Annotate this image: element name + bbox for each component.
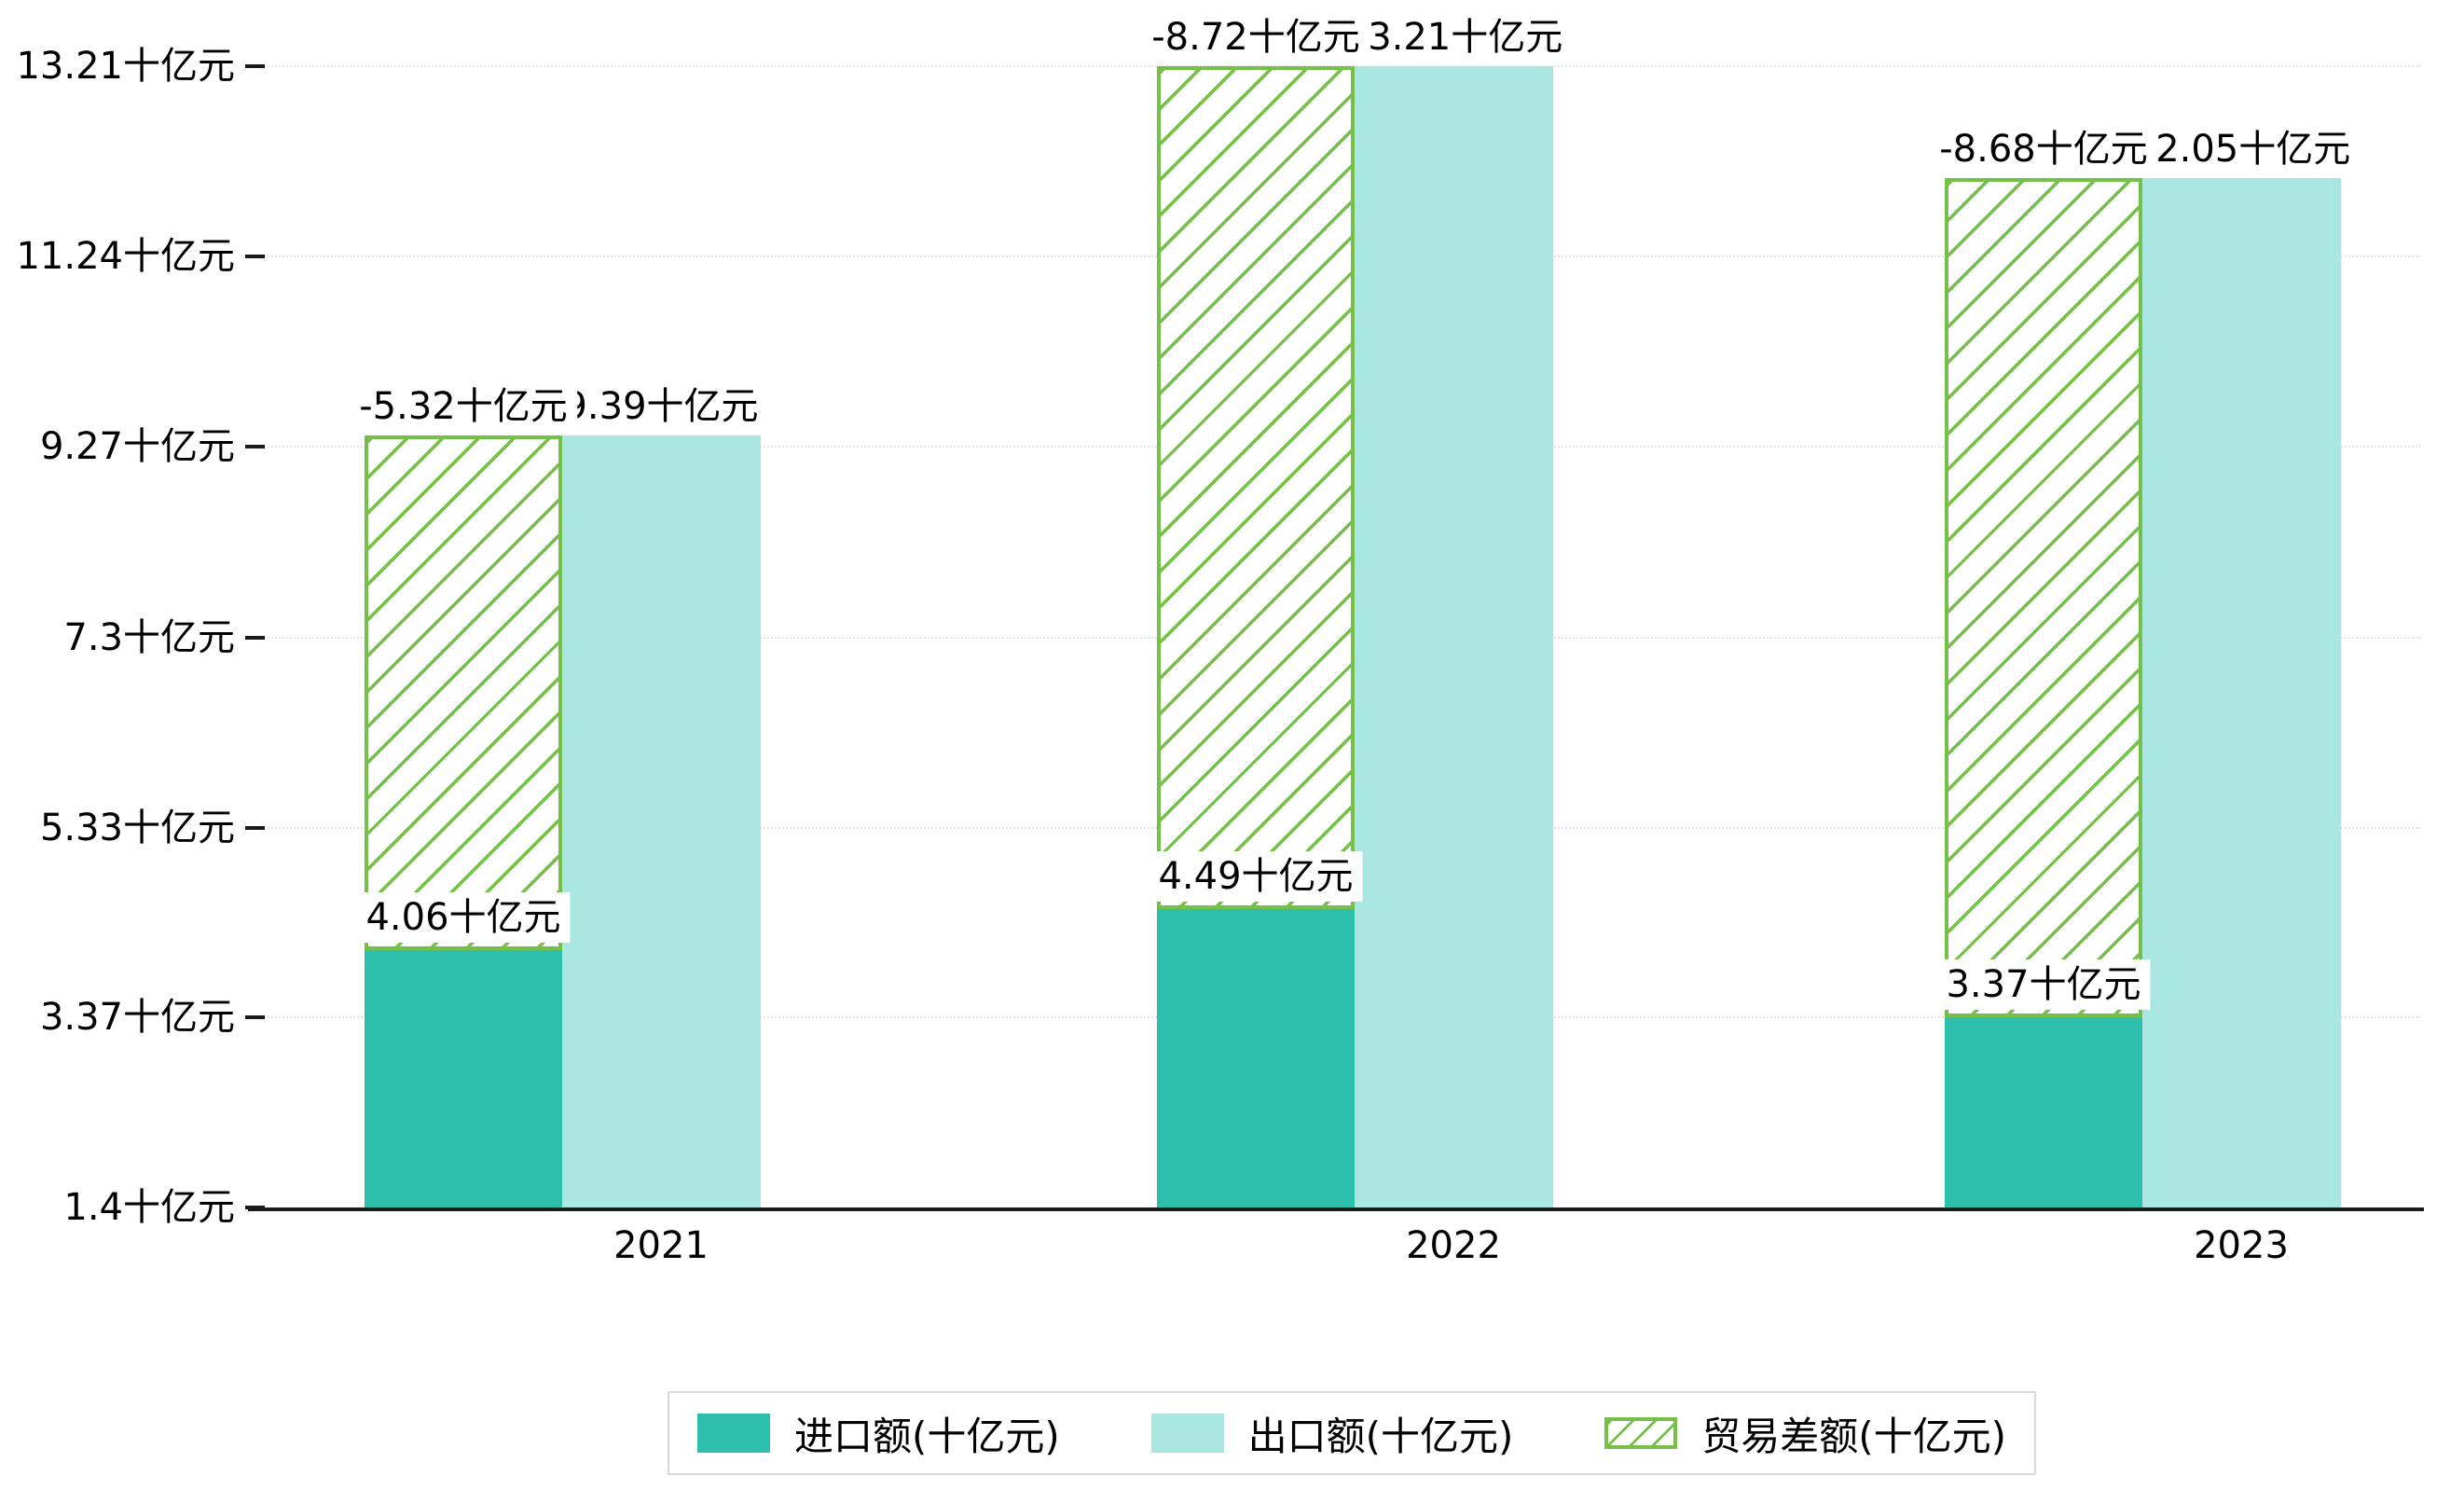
y-axis-tick-label: 9.27十亿元	[39, 425, 235, 469]
y-axis-tick-label: 7.3十亿元	[63, 615, 235, 659]
data-label-trade-balance-2023: -8.68十亿元	[1930, 124, 2157, 175]
x-axis-line	[248, 1207, 2424, 1211]
y-axis-tick-mark	[245, 445, 265, 449]
legend-swatch-export-icon	[1150, 1414, 1224, 1453]
y-axis-tick-label: 11.24十亿元	[16, 235, 235, 279]
data-label-export-2021: 9.39十亿元	[554, 380, 768, 432]
legend-label-import: 进口额(十亿元)	[794, 1413, 1060, 1459]
bar-trade-balance-2023[interactable]	[1945, 178, 2142, 1017]
legend-item-import[interactable]: 进口额(十亿元)	[697, 1405, 1060, 1462]
data-label-import-2022: 4.49十亿元	[1149, 850, 1363, 902]
legend-swatch-import-icon	[697, 1414, 770, 1453]
y-axis-tick-label: 1.4十亿元	[63, 1186, 235, 1229]
legend-swatch-trade-balance-icon	[1604, 1417, 1678, 1449]
legend-item-export[interactable]: 出口额(十亿元)	[1150, 1405, 1514, 1462]
data-label-export-2022: 13.21十亿元	[1334, 12, 1573, 62]
legend-label-trade-balance: 贸易差额(十亿元)	[1701, 1413, 2006, 1459]
y-axis-tick-label: 13.21十亿元	[16, 45, 235, 88]
bar-export-2021[interactable]	[562, 435, 761, 1207]
legend-label-export: 出口额(十亿元)	[1247, 1413, 1514, 1459]
bar-trade-balance-2021[interactable]	[365, 435, 562, 951]
x-axis-tick-label-2023: 2023	[2194, 1224, 2289, 1267]
y-axis-tick-mark	[245, 1014, 265, 1019]
data-label-export-2023: 12.05十亿元	[2122, 124, 2361, 175]
y-axis-tick-label: 3.37十亿元	[39, 995, 235, 1039]
y-axis-tick-mark	[245, 825, 265, 830]
bar-export-2022[interactable]	[1355, 66, 1553, 1207]
data-label-trade-balance-2022: -8.72十亿元	[1142, 12, 1370, 62]
legend-item-trade-balance[interactable]: 贸易差额(十亿元)	[1604, 1405, 2006, 1462]
y-axis-tick-mark	[245, 64, 265, 68]
bar-import-2022[interactable]	[1157, 908, 1355, 1207]
y-axis-tick-label: 5.33十亿元	[39, 806, 235, 849]
data-label-trade-balance-2021: -5.32十亿元	[350, 380, 577, 432]
bar-import-2023[interactable]	[1945, 1016, 2142, 1207]
bar-export-2023[interactable]	[2142, 178, 2341, 1207]
y-axis-tick-mark	[245, 635, 265, 640]
bar-import-2021[interactable]	[365, 950, 562, 1207]
data-label-import-2023: 3.37十亿元	[1936, 959, 2151, 1010]
bar-trade-balance-2022[interactable]	[1157, 66, 1355, 909]
x-axis-tick-label-2021: 2021	[613, 1224, 709, 1267]
y-axis-tick-mark	[245, 255, 265, 259]
data-label-import-2021: 4.06十亿元	[356, 892, 571, 944]
legend: 进口额(十亿元) 出口额(十亿元) 贸易差额(十亿元)	[668, 1391, 2036, 1475]
x-axis-tick-label-2022: 2022	[1406, 1224, 1501, 1267]
